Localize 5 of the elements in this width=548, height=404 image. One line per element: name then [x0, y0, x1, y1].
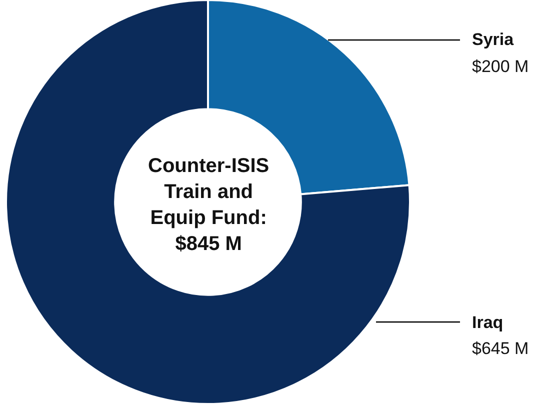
- slice-label: Iraq: [472, 313, 504, 332]
- data-label: $645 M: [472, 339, 529, 358]
- text: Counter-ISIS Train and Equip Fund: $845 M: [148, 155, 270, 255]
- slice-label: Syria: [472, 30, 514, 49]
- data-label: $200 M: [472, 57, 529, 76]
